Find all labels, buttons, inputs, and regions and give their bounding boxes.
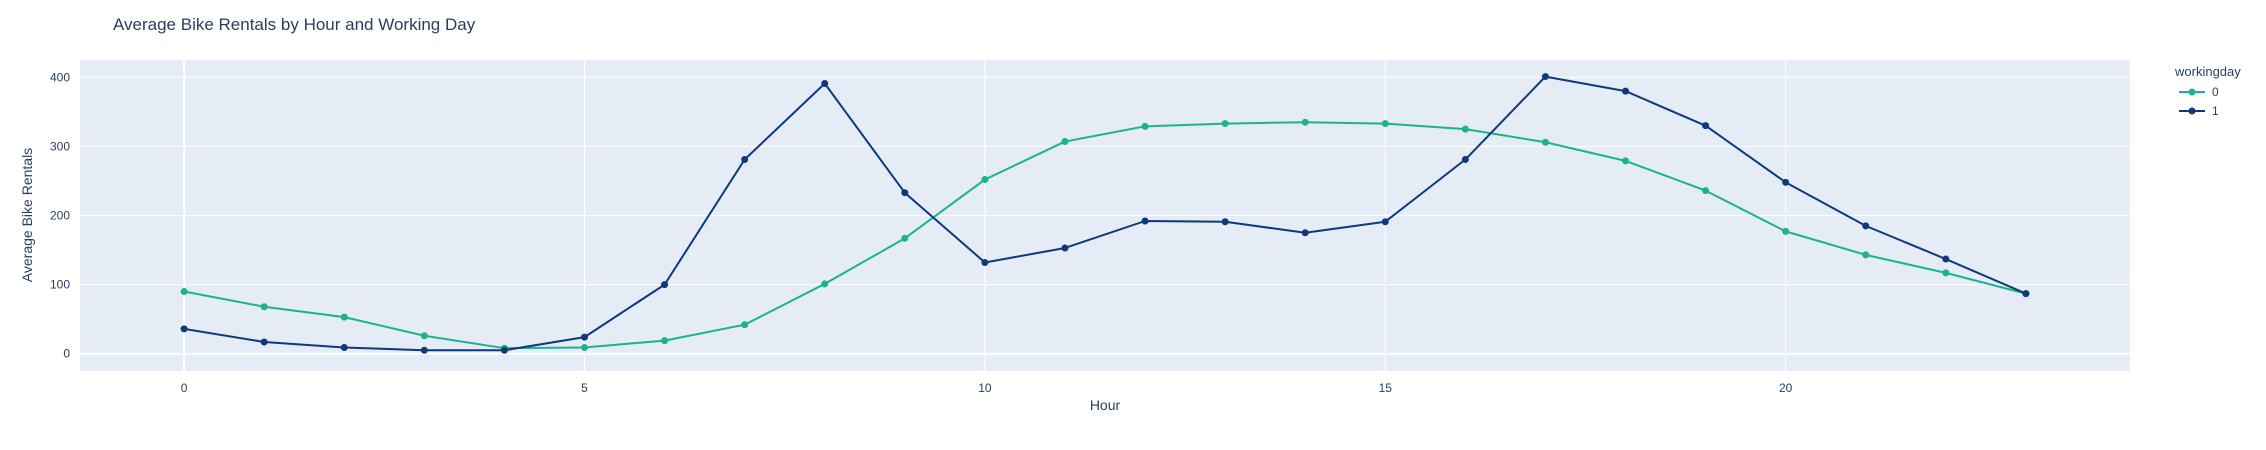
x-tick-label: 15 bbox=[1379, 381, 1393, 395]
legend-marker-0 bbox=[2188, 88, 2196, 96]
series-0-point[interactable] bbox=[1622, 157, 1630, 165]
series-1-point[interactable] bbox=[340, 344, 348, 352]
series-1-point[interactable] bbox=[260, 338, 268, 346]
series-1-point[interactable] bbox=[1141, 217, 1149, 225]
series-0-point[interactable] bbox=[580, 344, 588, 352]
x-tick-label: 20 bbox=[1779, 381, 1793, 395]
series-0-point[interactable] bbox=[1702, 187, 1710, 195]
series-0-point[interactable] bbox=[821, 280, 829, 288]
series-1-point[interactable] bbox=[500, 346, 508, 354]
series-0-point[interactable] bbox=[340, 313, 348, 321]
series-0-point[interactable] bbox=[1381, 120, 1389, 128]
legend-item-1[interactable]: 1 bbox=[2179, 104, 2219, 118]
y-axis-title: Average Bike Rentals bbox=[19, 148, 35, 282]
series-0-point[interactable] bbox=[1862, 251, 1870, 259]
chart-title: Average Bike Rentals by Hour and Working… bbox=[113, 15, 476, 34]
series-layer bbox=[180, 73, 2030, 354]
series-0-point[interactable] bbox=[180, 288, 188, 296]
series-0-point[interactable] bbox=[1782, 227, 1790, 235]
x-tick-label: 0 bbox=[181, 381, 188, 395]
x-axis-title: Hour bbox=[1090, 397, 1121, 413]
series-0-point[interactable] bbox=[260, 303, 268, 311]
legend-label-0: 0 bbox=[2212, 85, 2219, 99]
series-1-point[interactable] bbox=[1862, 222, 1870, 230]
series-1-point[interactable] bbox=[1461, 156, 1469, 164]
y-tick-label: 100 bbox=[50, 278, 70, 292]
x-axis-ticks: 0 5 10 15 20 bbox=[181, 381, 1793, 395]
series-1-point[interactable] bbox=[901, 189, 909, 197]
grid-layer bbox=[80, 60, 2130, 371]
series-0-point[interactable] bbox=[741, 321, 749, 329]
series-0-point[interactable] bbox=[1061, 138, 1069, 146]
series-1-point[interactable] bbox=[1061, 244, 1069, 252]
series-1-point[interactable] bbox=[1702, 122, 1710, 130]
y-tick-label: 200 bbox=[50, 209, 70, 223]
series-0-point[interactable] bbox=[661, 337, 669, 345]
series-1-point[interactable] bbox=[1942, 255, 1950, 263]
series-1-point[interactable] bbox=[420, 346, 428, 354]
series-1-point[interactable] bbox=[580, 333, 588, 341]
series-1-point[interactable] bbox=[1782, 178, 1790, 186]
series-0-point[interactable] bbox=[1942, 269, 1950, 277]
series-1-point[interactable] bbox=[1221, 218, 1229, 226]
series-1-point[interactable] bbox=[1301, 229, 1309, 237]
series-1-point[interactable] bbox=[741, 156, 749, 164]
legend-title: workingday bbox=[2174, 64, 2241, 79]
series-1-line bbox=[183, 75, 2027, 352]
series-0-point[interactable] bbox=[1301, 118, 1309, 126]
series-0-point[interactable] bbox=[901, 234, 909, 242]
series-0-point[interactable] bbox=[1461, 125, 1469, 133]
series-0-point[interactable] bbox=[420, 332, 428, 340]
series-0 bbox=[180, 118, 2030, 352]
series-0-line bbox=[183, 121, 2027, 350]
y-tick-label: 300 bbox=[50, 139, 70, 153]
series-1-point[interactable] bbox=[1381, 218, 1389, 226]
series-0-point[interactable] bbox=[1541, 138, 1549, 146]
series-0-point[interactable] bbox=[1221, 120, 1229, 128]
series-1 bbox=[180, 73, 2030, 354]
legend-label-1: 1 bbox=[2212, 104, 2219, 118]
legend-item-0[interactable]: 0 bbox=[2179, 85, 2219, 99]
series-1-point[interactable] bbox=[180, 325, 188, 333]
x-tick-label: 10 bbox=[978, 381, 992, 395]
series-1-point[interactable] bbox=[821, 79, 829, 87]
y-axis-ticks: 0 100 200 300 400 bbox=[50, 70, 70, 360]
y-tick-label: 0 bbox=[63, 347, 70, 361]
y-tick-label: 400 bbox=[50, 70, 70, 84]
series-0-point[interactable] bbox=[1141, 122, 1149, 130]
series-1-point[interactable] bbox=[981, 258, 989, 266]
series-1-point[interactable] bbox=[2022, 290, 2030, 298]
series-1-point[interactable] bbox=[1622, 87, 1630, 95]
series-1-point[interactable] bbox=[1541, 73, 1549, 81]
legend: workingday 0 1 bbox=[2174, 64, 2241, 118]
series-0-point[interactable] bbox=[981, 176, 989, 184]
legend-marker-1 bbox=[2188, 107, 2196, 115]
x-tick-label: 5 bbox=[581, 381, 588, 395]
series-1-point[interactable] bbox=[661, 281, 669, 289]
